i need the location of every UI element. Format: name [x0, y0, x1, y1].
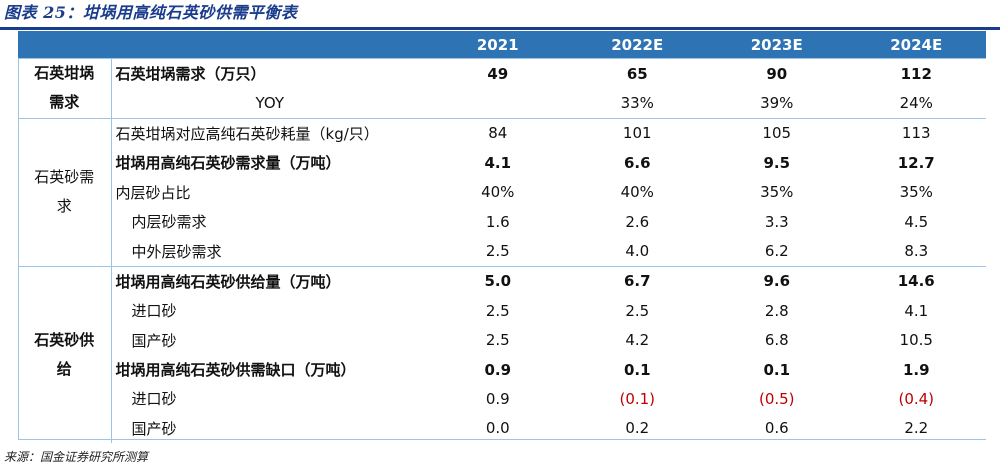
table-row: 内层砂需求 1.6 2.6 3.3 4.5 [18, 207, 986, 236]
value-cell: 0.1 [623, 360, 651, 379]
header-blank-cell [111, 31, 428, 59]
value-cell: 33% [620, 94, 654, 113]
table-left-border [18, 58, 19, 439]
value-cell: 24% [899, 94, 933, 113]
value-cell [428, 88, 568, 118]
table-row: 内层砂占比 40% 40% 35% 35% [18, 178, 986, 207]
title-underline [0, 27, 1000, 30]
table-row: 石英砂需求 石英坩埚对应高纯石英砂耗量（kg/只） 84 101 105 113 [18, 117, 986, 267]
value-cell: 6.8 [764, 331, 789, 350]
table-row: 坩埚用高纯石英砂需求量（万吨） 4.1 6.6 9.5 12.7 [18, 148, 986, 177]
value-cell: 112 [846, 58, 986, 89]
column-header: 2024E [846, 31, 986, 59]
value-cell: (0.4) [898, 389, 935, 408]
table-row: 石英坩埚需求 石英坩埚需求（万只） 49 65 90 112 [18, 58, 986, 119]
value-cell: 0.2 [625, 419, 650, 438]
value-cell: 9.5 [763, 153, 791, 172]
row-label: 进口砂 [131, 390, 177, 409]
row-label: 内层砂占比 [115, 183, 191, 202]
value-cell: 0.1 [763, 360, 791, 379]
table-body: 石英坩埚需求 石英坩埚需求（万只） 49 65 90 112 YOY 33% 39% 24% 石英砂… [18, 58, 986, 444]
value-cell: 10.5 [899, 331, 933, 350]
value-cell: (0.5) [758, 389, 795, 408]
value-cell: 0.6 [764, 419, 789, 438]
value-cell: 4.5 [904, 212, 929, 231]
row-label: 中外层砂需求 [131, 242, 222, 261]
table-bottom-border [18, 439, 986, 440]
row-label: 坩埚用高纯石英砂供给量（万吨） [111, 265, 428, 297]
value-cell: 0.9 [485, 389, 510, 408]
value-cell: 14.6 [846, 265, 986, 297]
value-cell: 5.0 [428, 265, 568, 297]
value-cell: 4.2 [625, 331, 650, 350]
value-cell: 4.1 [904, 301, 929, 320]
row-label: 国产砂 [131, 419, 177, 438]
column-header: 2023E [707, 31, 847, 59]
column-header: 2021 [428, 31, 568, 59]
table-row: 坩埚用高纯石英砂供需缺口（万吨） 0.9 0.1 0.1 1.9 [18, 355, 986, 384]
value-cell: 65 [567, 58, 707, 89]
value-cell: 2.5 [485, 331, 510, 350]
table-row: 中外层砂需求 2.5 4.0 6.2 8.3 [18, 236, 986, 266]
row-label: 石英坩埚对应高纯石英砂耗量（kg/只） [111, 117, 428, 149]
value-cell: 49 [428, 58, 568, 89]
group-label: 石英砂需求 [18, 117, 112, 267]
row-label: YOY [255, 94, 285, 113]
table-row: 石英砂供给 坩埚用高纯石英砂供给量（万吨） 5.0 6.7 9.6 14.6 [18, 265, 986, 444]
value-cell: 2.8 [764, 301, 789, 320]
value-cell: 0.0 [485, 419, 510, 438]
table-row: 进口砂 2.5 2.5 2.8 4.1 [18, 296, 986, 325]
value-cell: 84 [428, 117, 568, 149]
value-cell: 8.3 [904, 242, 929, 261]
table-row: YOY 33% 39% 24% [18, 88, 986, 118]
value-cell: 2.5 [485, 242, 510, 261]
table-row: 国产砂 2.5 4.2 6.8 10.5 [18, 326, 986, 355]
value-cell: 6.6 [623, 153, 651, 172]
row-label: 内层砂需求 [131, 213, 207, 232]
value-cell: 105 [707, 117, 847, 149]
value-cell: 1.9 [902, 360, 930, 379]
value-cell: 2.5 [625, 301, 650, 320]
column-header: 2022E [567, 31, 707, 59]
value-cell: 2.6 [625, 212, 650, 231]
value-cell: 9.6 [707, 265, 847, 297]
header-row: 2021 2022E 2023E 2024E [18, 31, 986, 59]
value-cell: 101 [567, 117, 707, 149]
value-cell: 35% [899, 183, 933, 202]
value-cell: (0.1) [619, 389, 656, 408]
value-cell: 12.7 [897, 153, 935, 172]
value-cell: 6.2 [764, 242, 789, 261]
header-blank-cell [18, 31, 111, 59]
table-row: 进口砂 0.9 (0.1) (0.5) (0.4) [18, 384, 986, 413]
value-cell: 3.3 [764, 212, 789, 231]
table-row: 国产砂 0.0 0.2 0.6 2.2 [18, 414, 986, 443]
figure-title: 图表 25：坩埚用高纯石英砂供需平衡表 [4, 3, 298, 22]
value-cell: 39% [760, 94, 794, 113]
row-label: 国产砂 [131, 331, 177, 350]
value-cell: 113 [846, 117, 986, 149]
value-cell: 35% [760, 183, 794, 202]
value-cell: 2.5 [485, 301, 510, 320]
value-cell: 90 [707, 58, 847, 89]
group-label: 石英坩埚需求 [18, 58, 112, 119]
row-label: 石英坩埚需求（万只） [111, 58, 428, 89]
value-cell: 2.2 [904, 419, 929, 438]
row-label: 进口砂 [131, 302, 177, 321]
value-cell: 1.6 [485, 212, 510, 231]
value-cell: 40% [481, 183, 515, 202]
group-label: 石英砂供给 [18, 265, 112, 444]
row-label: 坩埚用高纯石英砂供需缺口（万吨） [115, 361, 356, 380]
source-note: 来源：国金证券研究所测算 [4, 450, 149, 464]
row-label: 坩埚用高纯石英砂需求量（万吨） [115, 154, 341, 173]
value-cell: 40% [620, 183, 654, 202]
supply-demand-table: 2021 2022E 2023E 2024E 石英坩埚需求 石英坩埚需求（万只） 4… [18, 31, 986, 444]
value-cell: 4.0 [625, 242, 650, 261]
value-cell: 6.7 [567, 265, 707, 297]
value-cell: 4.1 [484, 153, 512, 172]
value-cell: 0.9 [484, 360, 512, 379]
